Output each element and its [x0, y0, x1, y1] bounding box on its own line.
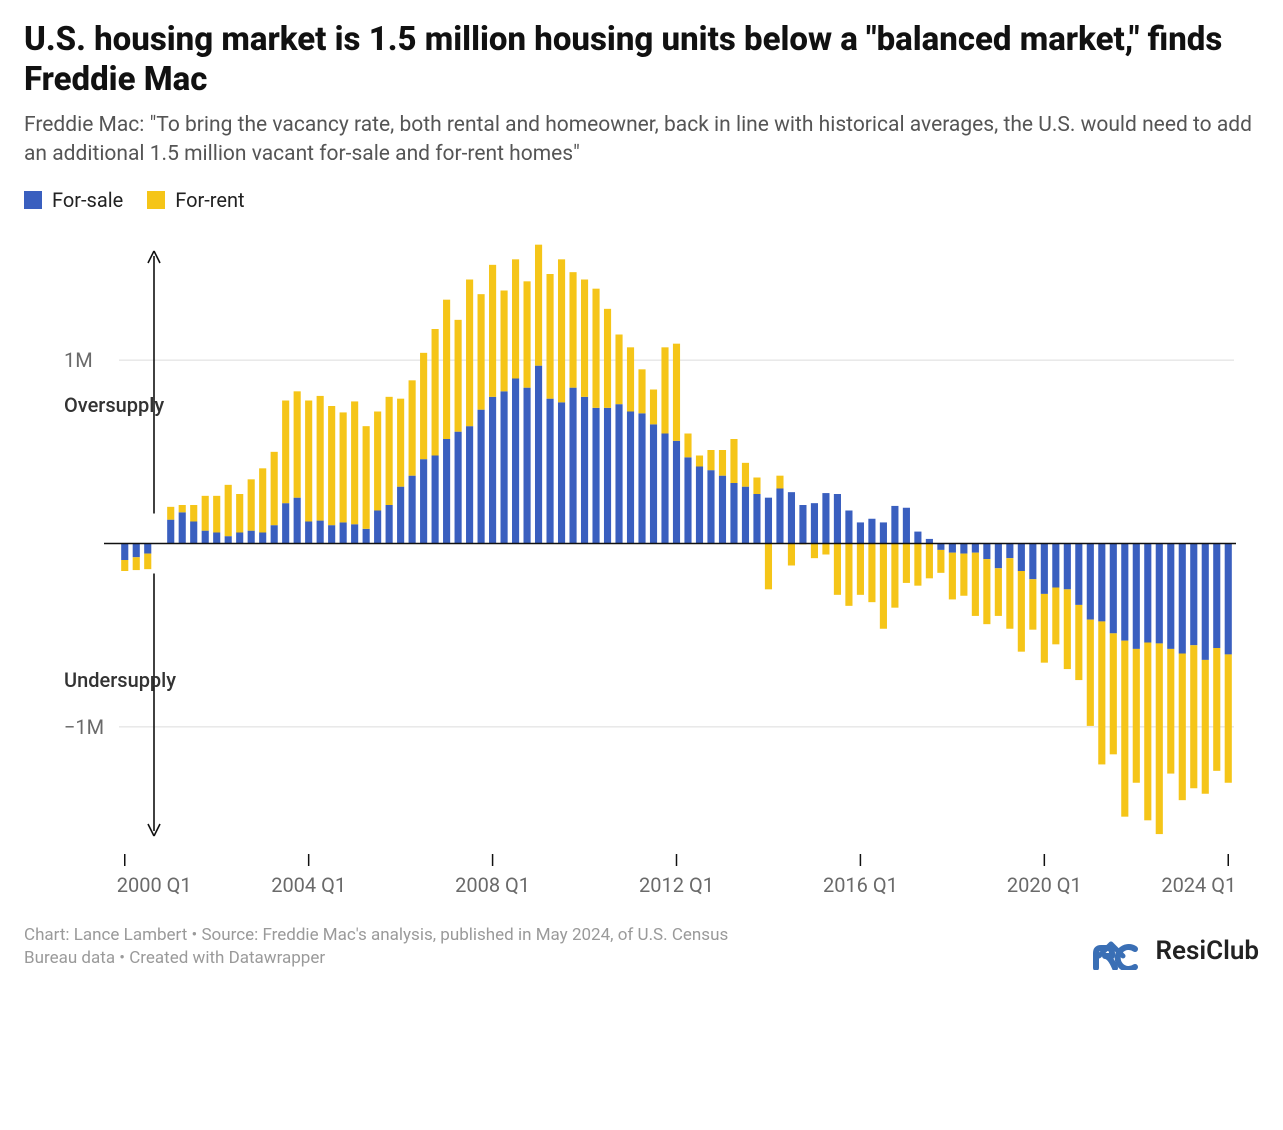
svg-text:2020 Q1: 2020 Q1	[1007, 873, 1082, 897]
chart-title: U.S. housing market is 1.5 million housi…	[24, 20, 1259, 99]
legend-label-for-rent: For-rent	[175, 188, 244, 212]
brand-logo-icon	[1093, 932, 1145, 970]
legend: For-sale For-rent	[24, 188, 1259, 212]
chart-card: U.S. housing market is 1.5 million housi…	[0, 0, 1283, 990]
legend-swatch-for-rent	[147, 191, 165, 209]
svg-text:2004 Q1: 2004 Q1	[271, 873, 346, 897]
svg-text:2008 Q1: 2008 Q1	[455, 873, 530, 897]
chart-area: −1M 1M 2000 Q1 2004 Q1 2008 Q1 2012 Q1 2016 Q1…	[24, 226, 1259, 906]
legend-item-for-sale: For-sale	[24, 188, 123, 212]
svg-text:Undersupply: Undersupply	[64, 668, 176, 692]
svg-text:2000 Q1: 2000 Q1	[117, 873, 192, 897]
svg-text:2016 Q1: 2016 Q1	[823, 873, 898, 897]
svg-text:−1M: −1M	[64, 715, 104, 739]
brand-label: ResiClub	[1155, 936, 1259, 966]
svg-text:2024 Q1: 2024 Q1	[1161, 873, 1236, 897]
svg-text:Oversupply: Oversupply	[64, 393, 164, 417]
svg-text:2012 Q1: 2012 Q1	[639, 873, 714, 897]
legend-swatch-for-sale	[24, 191, 42, 209]
legend-item-for-rent: For-rent	[147, 188, 244, 212]
chart-credit: Chart: Lance Lambert • Source: Freddie M…	[24, 924, 784, 970]
footer: Chart: Lance Lambert • Source: Freddie M…	[24, 924, 1259, 970]
chart-subtitle: Freddie Mac: "To bring the vacancy rate,…	[24, 111, 1259, 168]
stacked-bar-chart: −1M 1M 2000 Q1 2004 Q1 2008 Q1 2012 Q1 2016 Q1…	[24, 226, 1259, 906]
brand: ResiClub	[1093, 932, 1259, 970]
svg-text:1M: 1M	[64, 348, 93, 372]
legend-label-for-sale: For-sale	[52, 188, 123, 212]
